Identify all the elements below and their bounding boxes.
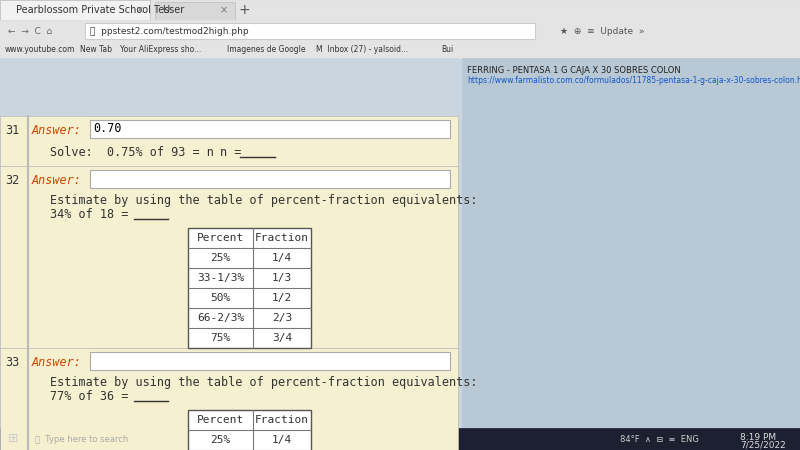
- Text: ×: ×: [220, 5, 228, 15]
- Bar: [0, 0, 800, 58]
- Text: 🔍  Type here to search: 🔍 Type here to search: [35, 435, 128, 444]
- Text: Fraction: Fraction: [255, 233, 309, 243]
- Bar: [90, 352, 450, 370]
- Bar: [0, 20, 800, 42]
- Bar: [188, 228, 311, 348]
- Text: Fraction: Fraction: [255, 415, 309, 425]
- Text: 🔒  ppstest2.com/testmod2high.php: 🔒 ppstest2.com/testmod2high.php: [90, 27, 249, 36]
- Bar: [0, 58, 458, 428]
- Bar: [0, 166, 458, 348]
- Text: Answer:: Answer:: [32, 174, 82, 186]
- Text: 1/4: 1/4: [272, 253, 292, 263]
- Text: Answer:: Answer:: [32, 356, 82, 369]
- Text: 77% of 36 =: 77% of 36 =: [50, 390, 128, 403]
- Text: 50%: 50%: [210, 293, 230, 303]
- Text: 1/2: 1/2: [272, 293, 292, 303]
- Text: www.youtube.com: www.youtube.com: [5, 45, 75, 54]
- Text: ←  →  C  ⌂: ← → C ⌂: [8, 27, 52, 36]
- Text: n =: n =: [220, 146, 242, 159]
- Text: 7/25/2022: 7/25/2022: [740, 441, 786, 450]
- Bar: [0, 116, 458, 166]
- Bar: [28, 431, 188, 447]
- Text: 1/4: 1/4: [272, 435, 292, 445]
- Text: 66-2/3%: 66-2/3%: [197, 313, 244, 323]
- Text: 3/4: 3/4: [272, 333, 292, 343]
- Text: 34% of 18 =: 34% of 18 =: [50, 208, 128, 221]
- Bar: [462, 58, 800, 428]
- Bar: [188, 410, 311, 450]
- Text: 1/3: 1/3: [272, 273, 292, 283]
- Text: 25%: 25%: [210, 253, 230, 263]
- Bar: [0, 428, 800, 450]
- Text: Estimate by using the table of percent-fraction equivalents:: Estimate by using the table of percent-f…: [50, 376, 478, 389]
- Text: ★  ⊕  ≡  Update  »: ★ ⊕ ≡ Update »: [560, 27, 645, 36]
- Bar: [85, 23, 535, 39]
- Bar: [0, 0, 150, 20]
- Text: 32: 32: [5, 174, 19, 186]
- Text: Percent: Percent: [197, 415, 244, 425]
- Text: 8:19 PM: 8:19 PM: [740, 433, 776, 442]
- Text: 31: 31: [5, 123, 19, 136]
- Bar: [90, 170, 450, 188]
- Text: 33: 33: [5, 356, 19, 369]
- Bar: [155, 2, 235, 20]
- Text: 25%: 25%: [210, 435, 230, 445]
- Text: FERRING - PENTASA 1 G CAJA X 30 SOBRES COLON: FERRING - PENTASA 1 G CAJA X 30 SOBRES C…: [467, 66, 681, 75]
- Text: Your AliExpress sho...: Your AliExpress sho...: [120, 45, 202, 54]
- Text: User: User: [162, 5, 184, 15]
- Bar: [0, 42, 800, 58]
- Text: Imagenes de Google: Imagenes de Google: [227, 45, 306, 54]
- Text: Percent: Percent: [197, 233, 244, 243]
- Text: New Tab: New Tab: [81, 45, 113, 54]
- Bar: [0, 348, 458, 450]
- Text: M  Inbox (27) - yalsoid...: M Inbox (27) - yalsoid...: [316, 45, 408, 54]
- Text: Answer:: Answer:: [32, 123, 82, 136]
- Text: https://www.farmalisto.com.co/formulados/11785-pentasa-1-g-caja-x-30-sobres-colo: https://www.farmalisto.com.co/formulados…: [467, 76, 800, 85]
- Text: 75%: 75%: [210, 333, 230, 343]
- Text: +: +: [238, 3, 250, 17]
- Text: Estimate by using the table of percent-fraction equivalents:: Estimate by using the table of percent-f…: [50, 194, 478, 207]
- Text: ⊞: ⊞: [8, 432, 18, 446]
- Text: 2/3: 2/3: [272, 313, 292, 323]
- Text: Solve:  0.75% of 93 = n: Solve: 0.75% of 93 = n: [50, 146, 214, 159]
- Text: 33-1/3%: 33-1/3%: [197, 273, 244, 283]
- Text: 0.70: 0.70: [93, 122, 122, 135]
- Text: Pearblossom Private School Tes: Pearblossom Private School Tes: [16, 5, 170, 15]
- Text: ×: ×: [136, 5, 144, 15]
- Bar: [90, 120, 450, 138]
- Text: Bui: Bui: [441, 45, 454, 54]
- Text: 84°F  ∧  ⊟  ≡  ENG: 84°F ∧ ⊟ ≡ ENG: [620, 435, 699, 444]
